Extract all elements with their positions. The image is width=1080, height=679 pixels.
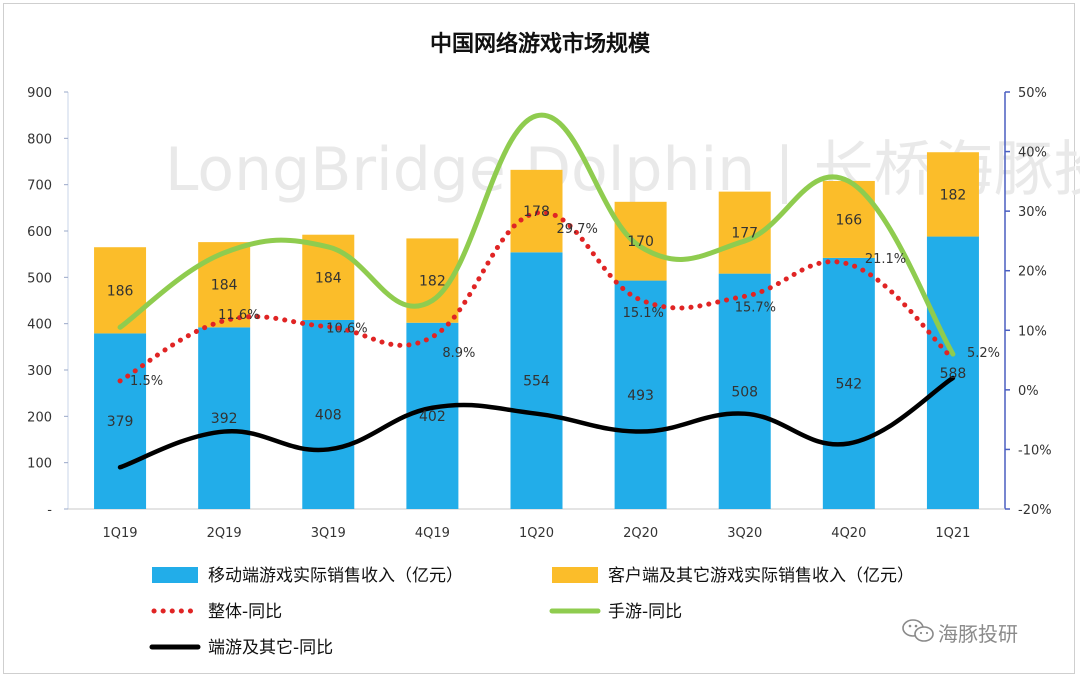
bar-client: [614, 201, 667, 281]
overall-yoy-label: 8.9%: [442, 346, 475, 361]
line-client-yoy: [117, 375, 956, 470]
left-tick-label: 500: [27, 271, 52, 286]
x-tick-label: 2Q20: [623, 526, 658, 541]
bar-mobile: [614, 280, 667, 509]
legend-client-swatch: [552, 567, 598, 583]
overall-yoy-label: 29.7%: [557, 222, 598, 237]
bar-mobile: [406, 322, 459, 509]
bar-mobile-value: 392: [211, 411, 238, 427]
wechat-icon: [902, 619, 934, 642]
legend-mobile-swatch: [152, 567, 198, 583]
right-tick-label: 0%: [1018, 384, 1039, 399]
x-tick-label: 2Q19: [207, 526, 242, 541]
x-tick-label: 1Q19: [103, 526, 138, 541]
bar-mobile: [94, 333, 147, 509]
labels-group: 379 186 392 184 408 184 402 182 554 178 493 170 508 1…: [107, 187, 1000, 430]
bar-client: [198, 242, 251, 328]
x-tick-label: 1Q20: [519, 526, 554, 541]
legend-mobile-label: 移动端游戏实际销售收入（亿元）: [208, 566, 463, 586]
legend: 移动端游戏实际销售收入（亿元） 客户端及其它游戏实际销售收入（亿元） 整体-同比 手游…: [149, 566, 914, 658]
overall-yoy-label: 1.5%: [130, 374, 163, 389]
left-tick-label: 900: [27, 86, 52, 101]
bar-mobile: [302, 319, 355, 509]
x-tick-label: 1Q21: [935, 526, 970, 541]
left-tick-label: 400: [27, 318, 52, 333]
bar-mobile-value: 408: [315, 407, 342, 423]
line-mobile-yoy: [117, 112, 956, 357]
x-tick-label: 3Q20: [727, 526, 762, 541]
x-tick-label: 4Q19: [415, 526, 450, 541]
lines-group: [117, 112, 956, 470]
bar-client-value: 186: [107, 283, 134, 299]
bar-mobile-value: 508: [731, 384, 758, 400]
left-tick-label: 200: [27, 410, 52, 425]
bar-client-value: 170: [627, 234, 654, 250]
right-tick-label: 50%: [1018, 86, 1047, 101]
bar-mobile: [198, 327, 251, 509]
chart-title: 中国网络游戏市场规模: [429, 32, 650, 57]
legend-client-label: 客户端及其它游戏实际销售收入（亿元）: [608, 566, 914, 586]
bar-client-value: 178: [523, 204, 550, 220]
overall-yoy-label: 10.6%: [326, 322, 367, 337]
right-tick-label: 30%: [1018, 205, 1047, 220]
left-tick-label: -: [47, 503, 52, 518]
overall-yoy-label: 11.6%: [218, 308, 259, 323]
overall-yoy-label: 15.7%: [735, 300, 776, 315]
bars-group: [94, 152, 979, 509]
x-tick-label: 3Q19: [311, 526, 346, 541]
brand-logo: 海豚投研: [902, 619, 1018, 646]
left-tick-label: 300: [27, 364, 52, 379]
bar-mobile: [510, 252, 563, 509]
right-tick-label: 20%: [1018, 265, 1047, 280]
left-tick-label: 700: [27, 179, 52, 194]
overall-yoy-label: 21.1%: [865, 252, 906, 267]
bar-mobile-value: 379: [107, 414, 134, 430]
right-tick-label: 40%: [1018, 146, 1047, 161]
legend-client-yoy-label: 端游及其它-同比: [208, 638, 333, 658]
bar-mobile-value: 493: [627, 388, 654, 404]
overall-yoy-label: 15.1%: [623, 306, 664, 321]
right-tick-label: -20%: [1018, 503, 1052, 518]
legend-overall-label: 整体-同比: [208, 602, 282, 622]
left-tick-label: 100: [27, 457, 52, 472]
brand-text: 海豚投研: [938, 622, 1018, 646]
bar-client-value: 184: [315, 270, 342, 286]
overall-yoy-label: 5.2%: [967, 346, 1000, 361]
bar-client-value: 182: [419, 274, 446, 290]
bar-mobile-value: 542: [835, 376, 862, 392]
left-tick-label: 800: [27, 132, 52, 147]
legend-mobile-yoy-label: 手游-同比: [608, 602, 682, 622]
left-tick-label: 600: [27, 225, 52, 240]
bar-mobile-value: 402: [419, 409, 446, 425]
bar-client-value: 182: [940, 187, 967, 203]
bar-mobile: [926, 236, 979, 509]
x-tick-label: 4Q20: [831, 526, 866, 541]
bar-mobile-value: 554: [523, 374, 550, 390]
right-tick-label: 10%: [1018, 324, 1047, 339]
bar-client-value: 177: [731, 226, 758, 242]
bar-client: [926, 152, 979, 237]
bar-mobile: [718, 273, 771, 509]
bar-mobile-value: 588: [940, 366, 967, 382]
right-tick-label: -10%: [1018, 443, 1052, 458]
bar-client-value: 184: [211, 278, 238, 294]
bar-client-value: 166: [835, 212, 862, 228]
bar-client: [94, 247, 147, 334]
bar-mobile: [822, 257, 875, 509]
